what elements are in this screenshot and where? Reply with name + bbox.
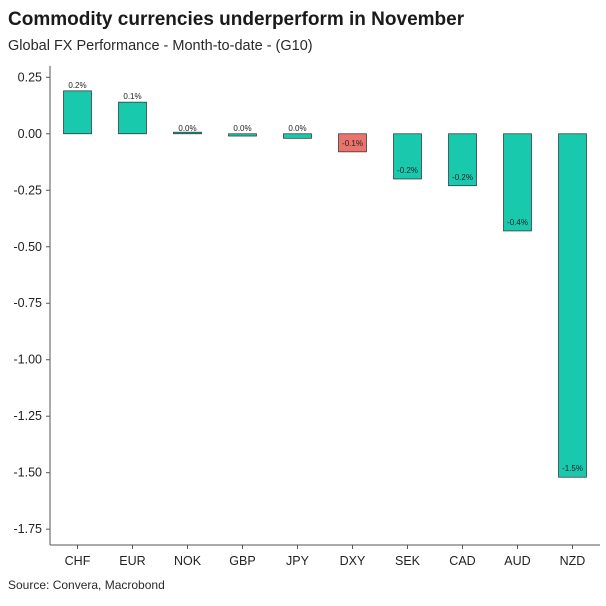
data-label: -0.2% <box>397 166 418 175</box>
bar-nok <box>173 131 202 135</box>
y-tick-label: -1.25 <box>14 409 43 423</box>
x-tick-label: SEK <box>395 554 421 568</box>
bar-sek <box>393 133 422 180</box>
y-tick-label: -1.75 <box>14 522 43 536</box>
bar-nzd <box>558 133 587 478</box>
data-label: -0.2% <box>452 173 473 182</box>
data-label: 0.0% <box>233 124 251 133</box>
x-tick-label: NOK <box>174 554 202 568</box>
bar-cad <box>448 133 477 187</box>
data-label: 0.0% <box>178 124 196 133</box>
x-tick-label: DXY <box>340 554 366 568</box>
y-tick-label: 0.25 <box>18 70 42 84</box>
x-tick-label: CAD <box>449 554 475 568</box>
x-tick-label: JPY <box>286 554 310 568</box>
x-tick-label: GBP <box>229 554 255 568</box>
x-tick-label: EUR <box>119 554 145 568</box>
bar-gbp <box>228 133 257 137</box>
data-label: -0.4% <box>507 218 528 227</box>
data-label: -1.5% <box>562 464 583 473</box>
y-tick-label: 0.00 <box>18 127 42 141</box>
source-note: Source: Convera, Macrobond <box>8 578 165 592</box>
y-tick-label: -1.50 <box>14 466 43 480</box>
x-tick-label: AUD <box>504 554 530 568</box>
data-label: -0.1% <box>342 139 363 148</box>
x-tick-label: NZD <box>560 554 586 568</box>
x-tick-label: CHF <box>65 554 91 568</box>
bar-aud <box>503 133 532 232</box>
bar-dxy <box>338 133 367 153</box>
chart-subtitle: Global FX Performance - Month-to-date - … <box>8 38 313 54</box>
bar-chf <box>63 90 92 135</box>
y-tick-label: -0.25 <box>14 183 43 197</box>
y-tick-label: -0.50 <box>14 240 43 254</box>
bar-jpy <box>283 133 312 139</box>
y-tick-label: -1.00 <box>14 353 43 367</box>
data-label: 0.2% <box>68 81 86 90</box>
data-label: 0.1% <box>123 92 141 101</box>
y-tick-label: -0.75 <box>14 296 43 310</box>
data-label: 0.0% <box>288 124 306 133</box>
bar-eur <box>118 101 147 135</box>
chart-title: Commodity currencies underperform in Nov… <box>8 9 465 30</box>
